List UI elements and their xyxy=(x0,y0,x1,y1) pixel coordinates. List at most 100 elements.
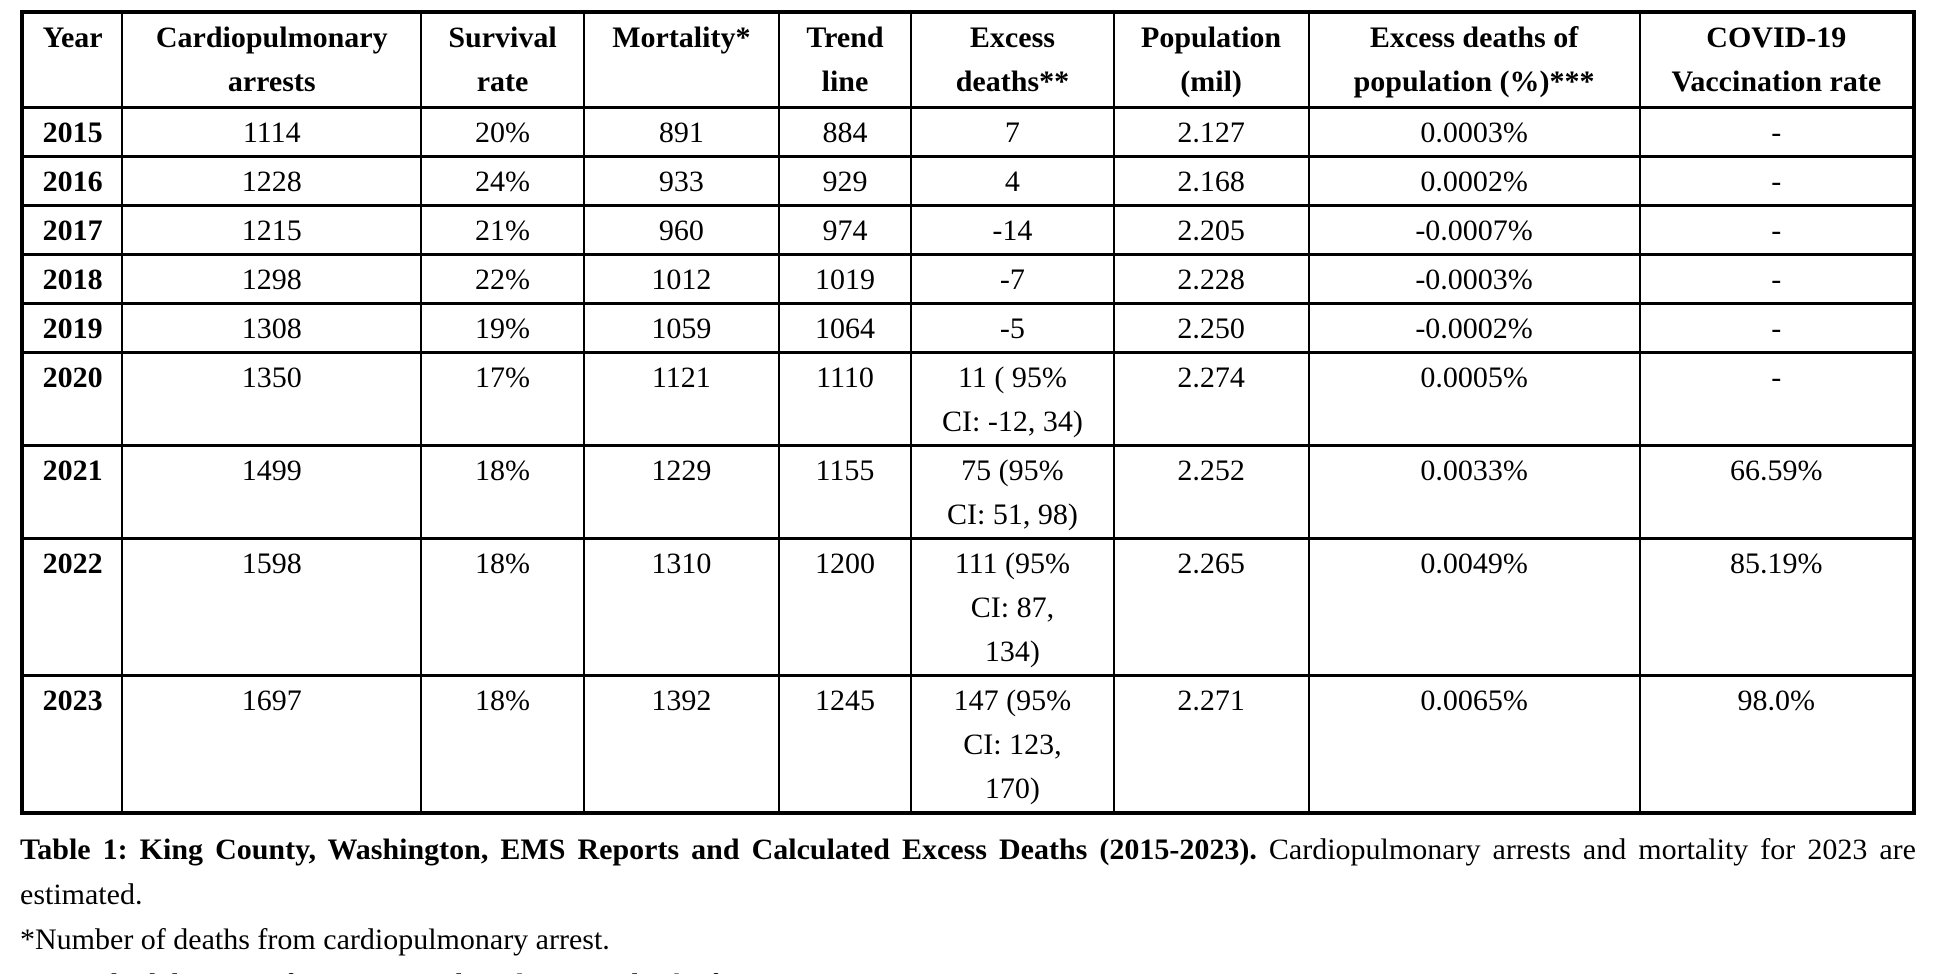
survival-cell: 21% xyxy=(420,203,585,256)
table-row-2019: 2019 1308 19% 1059 1064 -5 2.250 -0.0002% - xyxy=(20,301,1916,354)
excess-cell: -7 xyxy=(910,252,1115,305)
excess-cell: 7 xyxy=(910,105,1115,158)
table-row-2022: 2022 1598 18% 1310 1200 111 (95% CI: 87, 134)… xyxy=(20,536,1916,677)
trend-cell: 929 xyxy=(777,154,913,207)
arrests-cell: 1114 xyxy=(121,105,423,158)
arrests-cell: 1215 xyxy=(121,203,423,256)
year-cell: 2015 xyxy=(20,105,124,158)
footnote-mortality: *Number of deaths from cardiopulmonary a… xyxy=(20,922,610,956)
mortality-cell: 933 xyxy=(582,154,780,207)
excess_pct-cell: 0.0065% xyxy=(1307,673,1641,814)
vaccination-cell: - xyxy=(1638,301,1916,354)
table-row-2017: 2017 1215 21% 960 974 -14 2.205 -0.0007% - xyxy=(20,203,1916,256)
population-cell: 2.271 xyxy=(1112,673,1310,814)
vaccination-cell: - xyxy=(1638,154,1916,207)
caption-description: Cardiopulmonary arrests and mortality fo… xyxy=(20,832,1916,911)
mortality-cell: 960 xyxy=(582,203,780,256)
vaccination-cell: - xyxy=(1638,203,1916,256)
mortality-cell: 1012 xyxy=(582,252,780,305)
table-row-2023: 2023 1697 18% 1392 1245 147 (95% CI: 123, 170… xyxy=(20,673,1916,814)
table-row-2021: 2021 1499 18% 1229 1155 75 (95% CI: 51, 98) 2.… xyxy=(20,443,1916,540)
trend-cell: 1155 xyxy=(777,443,913,540)
mortality-cell: 1310 xyxy=(582,536,780,677)
ems-data-table: Year Cardiopulmonary arrests Survival rate… xyxy=(20,10,1916,815)
trend-cell: 1110 xyxy=(777,350,913,447)
mortality-cell: 1392 xyxy=(582,673,780,814)
trend-cell: 1245 xyxy=(777,673,913,814)
trend-cell: 974 xyxy=(777,203,913,256)
excess-cell: 147 (95% CI: 123, 170) xyxy=(910,673,1115,814)
excess_pct-cell: -0.0007% xyxy=(1307,203,1641,256)
arrests-cell: 1697 xyxy=(121,673,423,814)
vaccination-cell: - xyxy=(1638,105,1916,158)
column-header-6: Population (mil) xyxy=(1112,10,1310,109)
arrests-cell: 1499 xyxy=(121,443,423,540)
arrests-cell: 1598 xyxy=(121,536,423,677)
excess-cell: 111 (95% CI: 87, 134) xyxy=(910,536,1115,677)
population-cell: 2.127 xyxy=(1112,105,1310,158)
vaccination-cell: - xyxy=(1638,252,1916,305)
mortality-cell: 891 xyxy=(582,105,780,158)
survival-cell: 24% xyxy=(420,154,585,207)
mortality-cell: 1121 xyxy=(582,350,780,447)
mortality-cell: 1059 xyxy=(582,301,780,354)
table-row-2020: 2020 1350 17% 1121 1110 11 ( 95% CI: -12, 34)… xyxy=(20,350,1916,447)
year-cell: 2018 xyxy=(20,252,124,305)
excess-cell: -14 xyxy=(910,203,1115,256)
trend-cell: 1064 xyxy=(777,301,913,354)
arrests-cell: 1308 xyxy=(121,301,423,354)
population-cell: 2.205 xyxy=(1112,203,1310,256)
table-row-2015: 2015 1114 20% 891 884 7 2.127 0.0003% - xyxy=(20,105,1916,158)
table-row-2016: 2016 1228 24% 933 929 4 2.168 0.0002% - xyxy=(20,154,1916,207)
column-header-1: Cardiopulmonary arrests xyxy=(121,10,423,109)
footnote-excess-deaths: **Standard deviation for excess cardiopu… xyxy=(20,962,1916,974)
table-body: 2015 1114 20% 891 884 7 2.127 0.0003% -2016 1228 2… xyxy=(20,105,1916,814)
year-cell: 2022 xyxy=(20,536,124,677)
year-cell: 2019 xyxy=(20,301,124,354)
header-row: Year Cardiopulmonary arrests Survival rate… xyxy=(20,10,1916,109)
column-header-5: Excess deaths** xyxy=(910,10,1115,109)
year-cell: 2020 xyxy=(20,350,124,447)
arrests-cell: 1350 xyxy=(121,350,423,447)
year-cell: 2021 xyxy=(20,443,124,540)
excess-cell: 11 ( 95% CI: -12, 34) xyxy=(910,350,1115,447)
excess_pct-cell: 0.0002% xyxy=(1307,154,1641,207)
excess-cell: 4 xyxy=(910,154,1115,207)
trend-cell: 1200 xyxy=(777,536,913,677)
survival-cell: 18% xyxy=(420,673,585,814)
excess_pct-cell: -0.0003% xyxy=(1307,252,1641,305)
column-header-2: Survival rate xyxy=(420,10,585,109)
caption-title: Table 1: King County, Washington, EMS Re… xyxy=(20,832,1257,866)
survival-cell: 18% xyxy=(420,536,585,677)
excess_pct-cell: 0.0005% xyxy=(1307,350,1641,447)
vaccination-cell: - xyxy=(1638,350,1916,447)
vaccination-cell: 85.19% xyxy=(1638,536,1916,677)
trend-cell: 1019 xyxy=(777,252,913,305)
excess_pct-cell: 0.0049% xyxy=(1307,536,1641,677)
excess_pct-cell: -0.0002% xyxy=(1307,301,1641,354)
survival-cell: 20% xyxy=(420,105,585,158)
survival-cell: 18% xyxy=(420,443,585,540)
table-row-2018: 2018 1298 22% 1012 1019 -7 2.228 -0.0003% - xyxy=(20,252,1916,305)
population-cell: 2.265 xyxy=(1112,536,1310,677)
column-header-8: COVID-19 Vaccination rate xyxy=(1638,10,1916,109)
year-cell: 2023 xyxy=(20,673,124,814)
column-header-0: Year xyxy=(20,10,124,109)
excess-cell: -5 xyxy=(910,301,1115,354)
trend-cell: 884 xyxy=(777,105,913,158)
mortality-cell: 1229 xyxy=(582,443,780,540)
excess_pct-cell: 0.0033% xyxy=(1307,443,1641,540)
arrests-cell: 1228 xyxy=(121,154,423,207)
year-cell: 2017 xyxy=(20,203,124,256)
survival-cell: 19% xyxy=(420,301,585,354)
vaccination-cell: 66.59% xyxy=(1638,443,1916,540)
population-cell: 2.252 xyxy=(1112,443,1310,540)
year-cell: 2016 xyxy=(20,154,124,207)
column-header-4: Trend line xyxy=(777,10,913,109)
population-cell: 2.274 xyxy=(1112,350,1310,447)
population-cell: 2.168 xyxy=(1112,154,1310,207)
population-cell: 2.228 xyxy=(1112,252,1310,305)
excess-cell: 75 (95% CI: 51, 98) xyxy=(910,443,1115,540)
excess_pct-cell: 0.0003% xyxy=(1307,105,1641,158)
